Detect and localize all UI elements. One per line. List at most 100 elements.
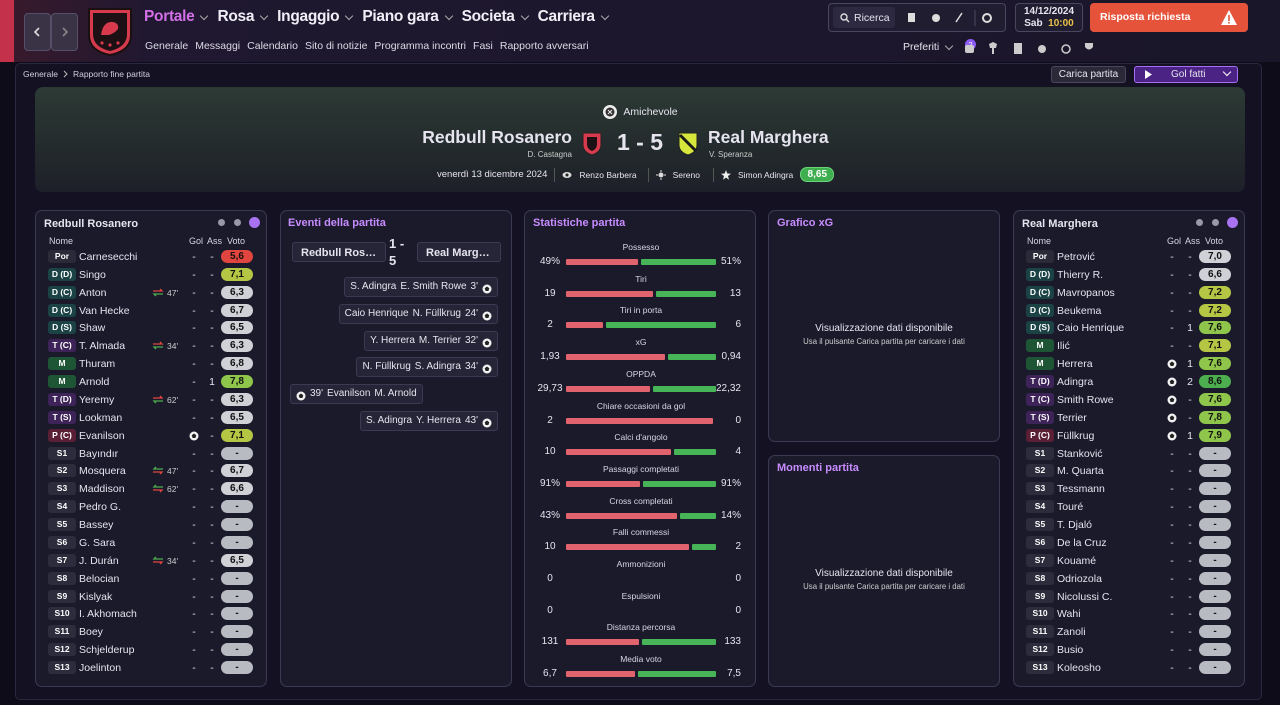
player-row[interactable]: P (C) Evanilson -7,1: [36, 427, 266, 445]
player-row[interactable]: S9 Kislyak - - -: [36, 588, 266, 606]
player-row[interactable]: T (D) Adingra 2 8,6: [1014, 373, 1244, 391]
position-badge: S11: [1026, 625, 1054, 639]
rating: 6,8: [221, 357, 253, 371]
event[interactable]: S. Adingra E. Smith Rowe 3': [344, 277, 498, 297]
submenu-item[interactable]: Generale: [145, 40, 189, 52]
breadcrumb-item[interactable]: Generale: [23, 69, 58, 79]
player-row[interactable]: S4 Pedro G. - - -: [36, 498, 266, 516]
menu-label: Rosa: [217, 8, 255, 25]
player-row[interactable]: D (S) Shaw - -6,5: [36, 319, 266, 337]
date-box[interactable]: 14/12/2024 Sab 10:00: [1015, 3, 1083, 32]
submenu-item[interactable]: Programma incontri: [374, 40, 467, 52]
player-row[interactable]: P (C) Füllkrug 1 7,9: [1014, 427, 1244, 445]
page-dot[interactable]: [218, 219, 225, 226]
event[interactable]: Y. Herrera M. Terrier 32': [364, 330, 498, 351]
goals: -: [192, 251, 196, 263]
player-row[interactable]: S11 Boey - - -: [36, 623, 266, 641]
event[interactable]: Caio Henrique N. Füllkrug 24': [338, 303, 498, 324]
player-row[interactable]: S9 Nicolussi C. - - -: [1014, 588, 1244, 606]
player-row[interactable]: T (C) T. Almada 34' - -6,3: [36, 337, 266, 355]
page-dot[interactable]: [234, 219, 241, 226]
player-row[interactable]: S1 Bayındır - - -: [36, 445, 266, 463]
player-row[interactable]: D (C) Mavropanos - -7,2: [1014, 284, 1244, 302]
player-row[interactable]: D (C) Anton 47' - -6,3: [36, 284, 266, 302]
player-row[interactable]: S11 Zanoli - - -: [1014, 623, 1244, 641]
menu-item[interactable]: Societa: [462, 8, 532, 26]
home-team[interactable]: Redbull Rosanero: [422, 127, 572, 147]
player-row[interactable]: S5 Bassey - - -: [36, 516, 266, 534]
assists: -: [1188, 411, 1192, 424]
assists: -: [1188, 608, 1192, 621]
player-row[interactable]: S10 Wahi - - -: [1014, 605, 1244, 623]
player-row[interactable]: M Herrera 1 7,6: [1014, 355, 1244, 373]
assists: 1: [209, 376, 215, 389]
event[interactable]: S. Adingra Y. Herrera 43': [359, 411, 498, 431]
player-row[interactable]: S13 Joelinton - - -: [36, 659, 266, 677]
rating: 7,2: [1199, 285, 1231, 299]
menu-item[interactable]: Portale: [144, 8, 211, 26]
player-row[interactable]: S7 Kouamé - - -: [1014, 552, 1244, 570]
player-row[interactable]: Por Carnesecchi - -5,6: [36, 248, 266, 266]
event-minute: 32': [464, 334, 478, 346]
player-row[interactable]: S3 Tessmann - - -: [1014, 480, 1244, 498]
sub-minute: 62': [167, 484, 179, 495]
page-dot[interactable]: [1227, 217, 1238, 228]
player-row[interactable]: D (D) Thierry R. - -6,6: [1014, 266, 1244, 284]
player-row[interactable]: S12 Busio - - -: [1014, 641, 1244, 659]
player-name: G. Sara: [79, 536, 116, 549]
player-row[interactable]: D (D) Singo - -7,1: [36, 266, 266, 284]
back-button[interactable]: [24, 13, 51, 51]
assists: 1: [1187, 429, 1193, 442]
player-row[interactable]: S5 T. Djaló - - -: [1014, 516, 1244, 534]
player-row[interactable]: T (C) Smith Rowe -7,6: [1014, 391, 1244, 409]
goals-dropdown[interactable]: Gol fatti: [1134, 66, 1238, 83]
player-row[interactable]: M Arnold -1 7,8: [36, 373, 266, 391]
menu-item[interactable]: Piano gara: [362, 8, 455, 26]
favorites[interactable]: Preferiti: [903, 41, 956, 53]
player-row[interactable]: S4 Touré - - -: [1014, 498, 1244, 516]
position-badge: D (D): [1026, 267, 1054, 281]
player-row[interactable]: S12 Schjelderup - - -: [36, 641, 266, 659]
page-dot[interactable]: [1212, 219, 1219, 226]
player-name: Thierry R.: [1057, 268, 1104, 281]
player-row[interactable]: S13 Koleosho - - -: [1014, 659, 1244, 677]
player-row[interactable]: D (S) Caio Henrique -1 7,6: [1014, 319, 1244, 337]
goals: -: [1170, 501, 1174, 514]
player-row[interactable]: S8 Odriozola - - -: [1014, 570, 1244, 588]
player-row[interactable]: T (D) Yeremy 62' - -6,3: [36, 391, 266, 409]
load-match-button[interactable]: Carica partita: [1051, 66, 1126, 83]
player-row[interactable]: S1 Stanković - - -: [1014, 445, 1244, 463]
player-row[interactable]: Por Petrović - -7,0: [1014, 248, 1244, 266]
player-row[interactable]: T (S) Terrier -7,8: [1014, 409, 1244, 427]
event[interactable]: 39' Evanilson M. Arnold: [290, 384, 423, 405]
player-row[interactable]: M Thuram - -6,8: [36, 355, 266, 373]
player-row[interactable]: S10 I. Akhomach - - -: [36, 605, 266, 623]
position-badge: D (C): [1026, 285, 1054, 299]
page-dot[interactable]: [1196, 219, 1203, 226]
player-row[interactable]: D (C) Van Hecke - -6,7: [36, 302, 266, 320]
search-button[interactable]: Ricerca: [833, 7, 895, 28]
menu-item[interactable]: Ingaggio: [277, 8, 356, 26]
player-row[interactable]: S8 Belocian - - -: [36, 570, 266, 588]
player-row[interactable]: M Ilić - -7,1: [1014, 337, 1244, 355]
forward-button[interactable]: [51, 13, 78, 51]
submenu-item[interactable]: Rapporto avversari: [499, 40, 589, 52]
player-row[interactable]: S2 M. Quarta - - -: [1014, 462, 1244, 480]
alert-button[interactable]: Risposta richiesta: [1090, 3, 1248, 32]
player-row[interactable]: S3 Maddison 62' - -6,6: [36, 480, 266, 498]
submenu-item[interactable]: Messaggi: [195, 40, 241, 52]
submenu-item[interactable]: Fasi: [473, 40, 493, 52]
player-row[interactable]: S2 Mosquera 47' - -6,7: [36, 462, 266, 480]
away-team[interactable]: Real Marghera: [708, 127, 829, 147]
player-row[interactable]: T (S) Lookman - -6,5: [36, 409, 266, 427]
menu-item[interactable]: Rosa: [217, 8, 271, 26]
submenu-item[interactable]: Calendario: [247, 40, 298, 52]
page-dot[interactable]: [249, 217, 260, 228]
submenu-item[interactable]: Sito di notizie: [304, 40, 368, 52]
player-row[interactable]: S7 J. Durán 34' - -6,5: [36, 552, 266, 570]
player-row[interactable]: S6 G. Sara - - -: [36, 534, 266, 552]
player-row[interactable]: S6 De la Cruz - - -: [1014, 534, 1244, 552]
player-row[interactable]: D (C) Beukema - -7,2: [1014, 302, 1244, 320]
menu-item[interactable]: Carriera: [538, 8, 612, 26]
event[interactable]: N. Füllkrug S. Adingra 34': [356, 357, 498, 378]
